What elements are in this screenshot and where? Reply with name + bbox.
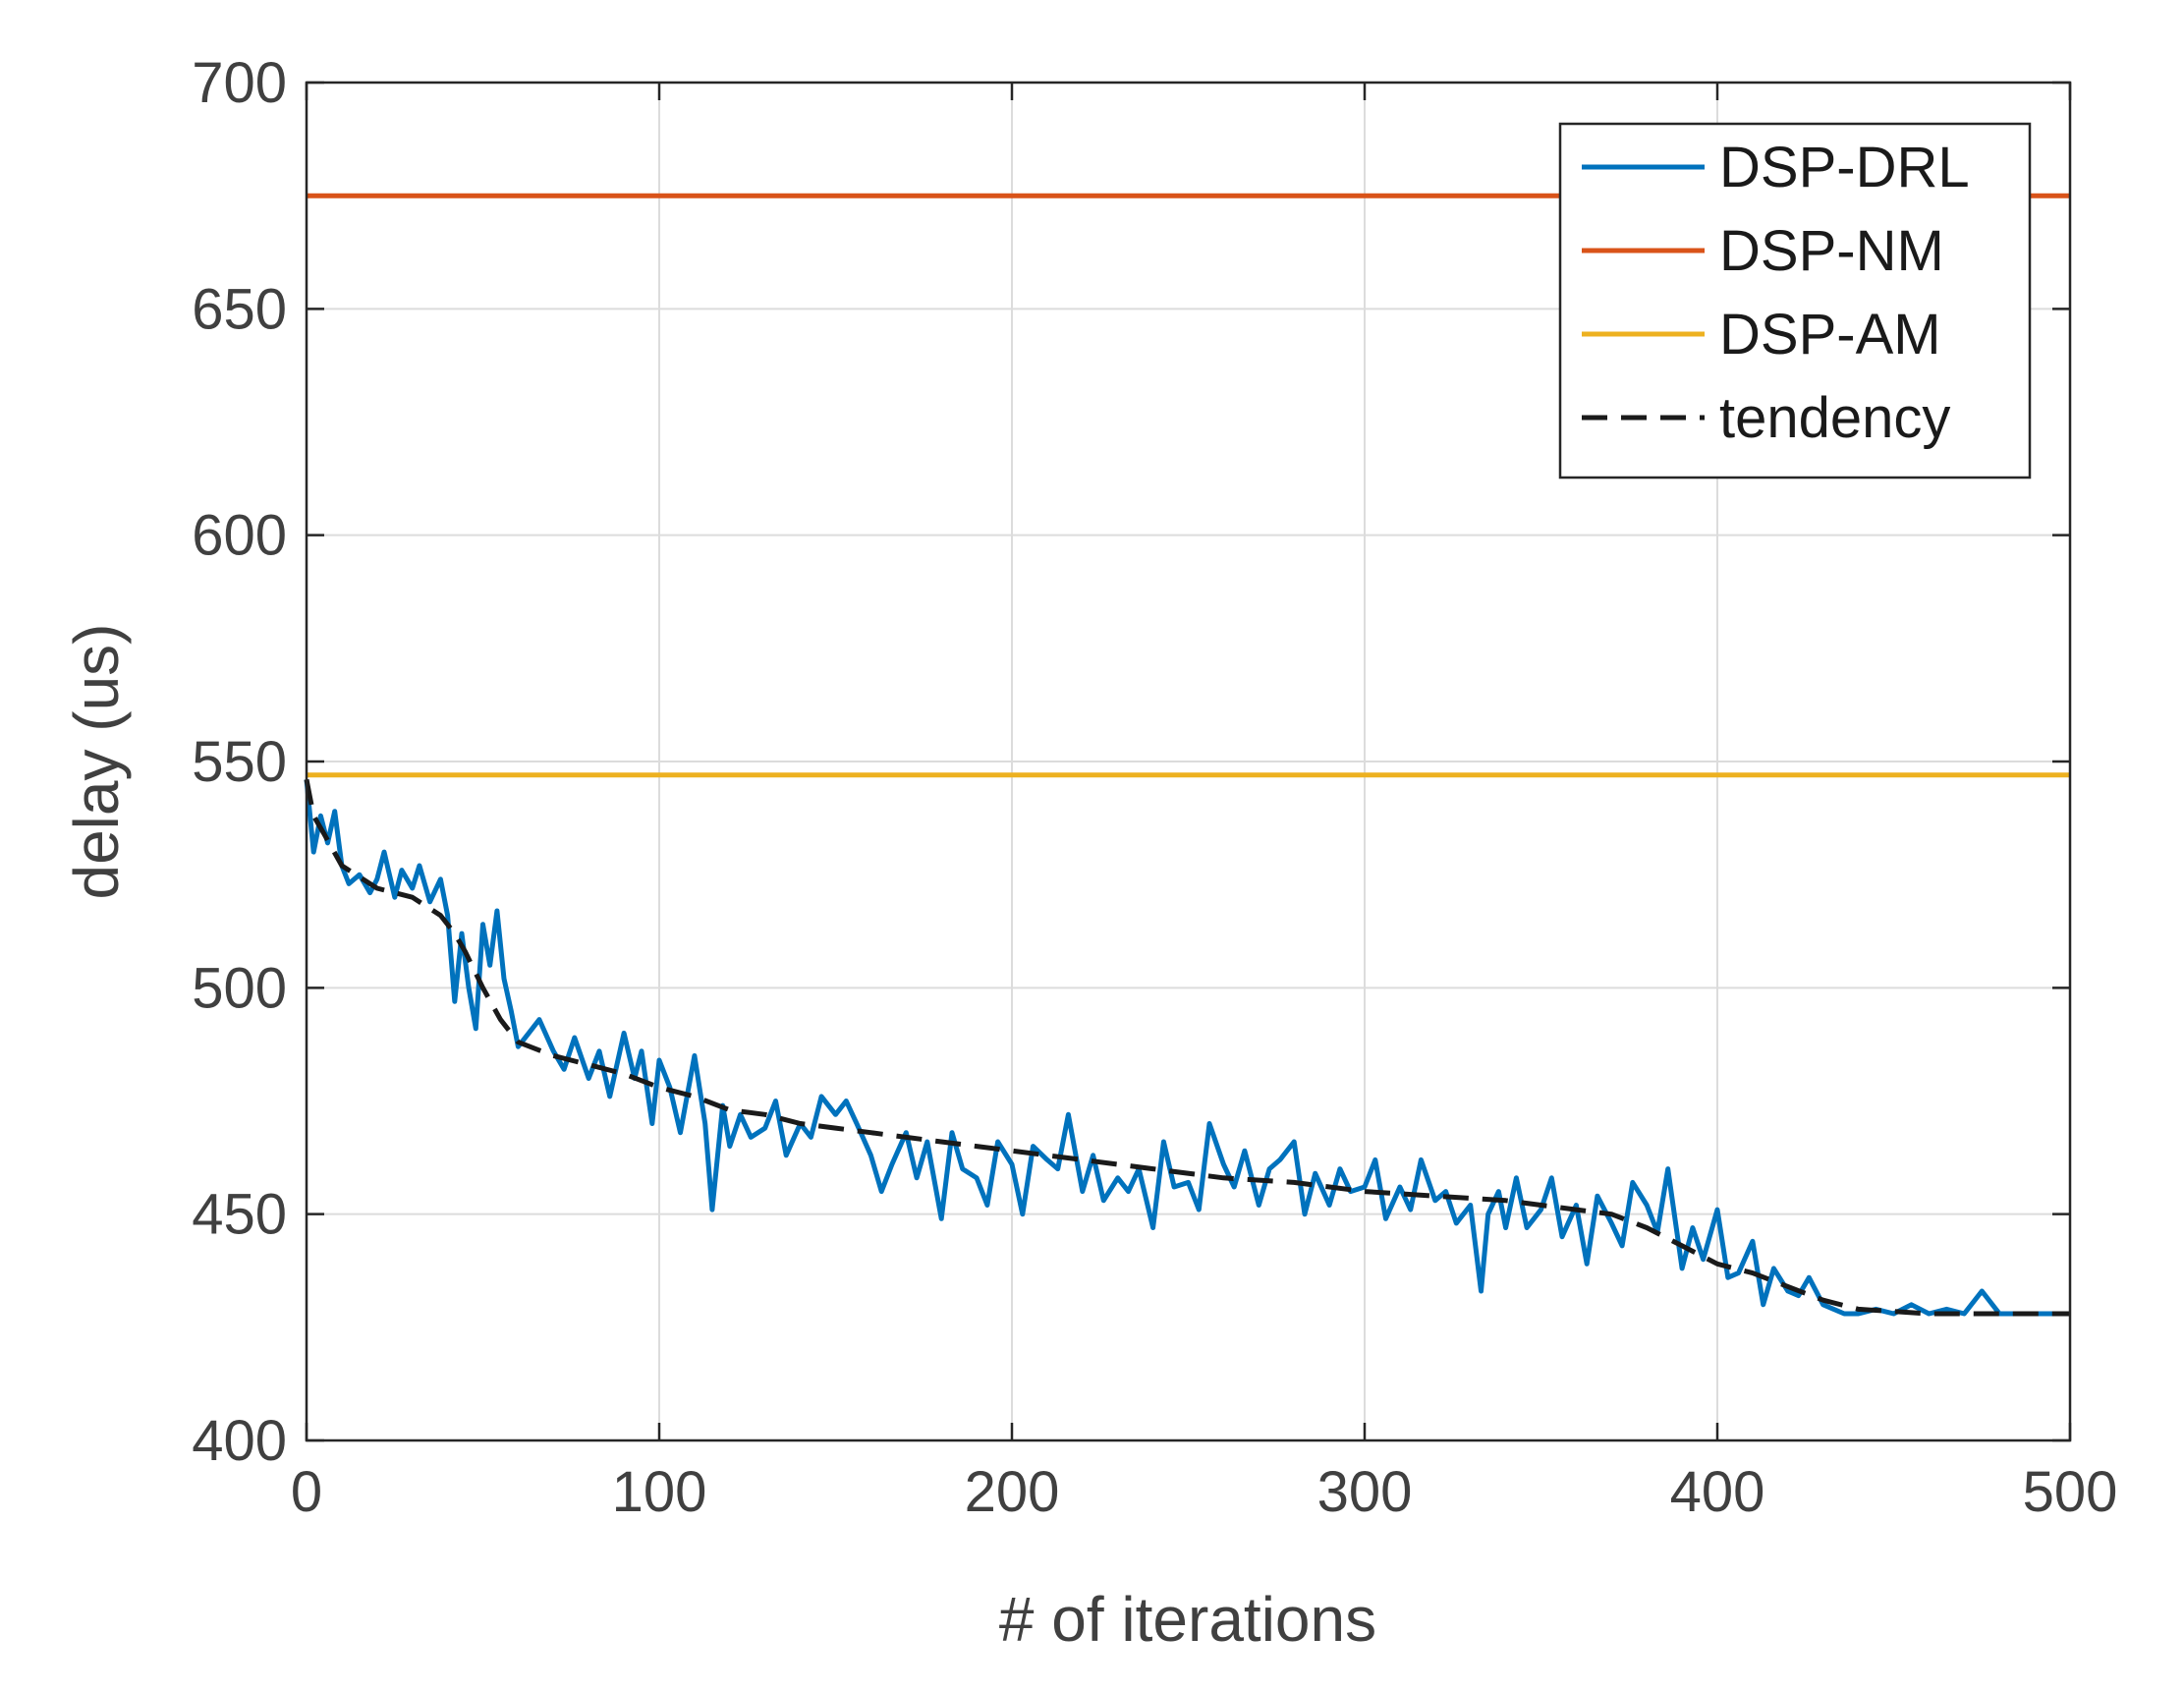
y-tick-label: 500 [192,956,287,1020]
axis-ticks [305,81,2072,1442]
legend-label: DSP-DRL [1719,136,1970,199]
x-tick-label: 200 [965,1460,1060,1524]
y-axis-title: delay (us) [61,624,132,900]
x-tick-label: 0 [291,1460,322,1524]
y-tick-label: 650 [192,277,287,341]
y-tick-label: 550 [192,730,287,794]
y-tick-label: 400 [192,1409,287,1473]
legend: DSP-DRL DSP-NM DSP-AM tendency [1558,122,2032,479]
tick-labels: 0 100 200 300 400 500 400 450 500 550 600 650 700 [192,51,2117,1524]
legend-label: DSP-NM [1719,219,1944,283]
y-tick-label: 450 [192,1183,287,1247]
x-tick-label: 300 [1317,1460,1413,1524]
series-line-tendency [304,778,2070,1317]
series-line-dsp-drl [304,779,2070,1317]
x-axis-title: # of iterations [999,1584,1376,1655]
x-tick-label: 100 [612,1460,707,1524]
grid-lines [306,82,2071,1441]
legend-label: tendency [1719,386,1950,450]
y-tick-label: 600 [192,504,287,568]
x-tick-label: 400 [1670,1460,1765,1524]
y-tick-label: 700 [192,51,287,115]
legend-label: DSP-AM [1719,303,1941,367]
x-tick-label: 500 [2023,1460,2118,1524]
